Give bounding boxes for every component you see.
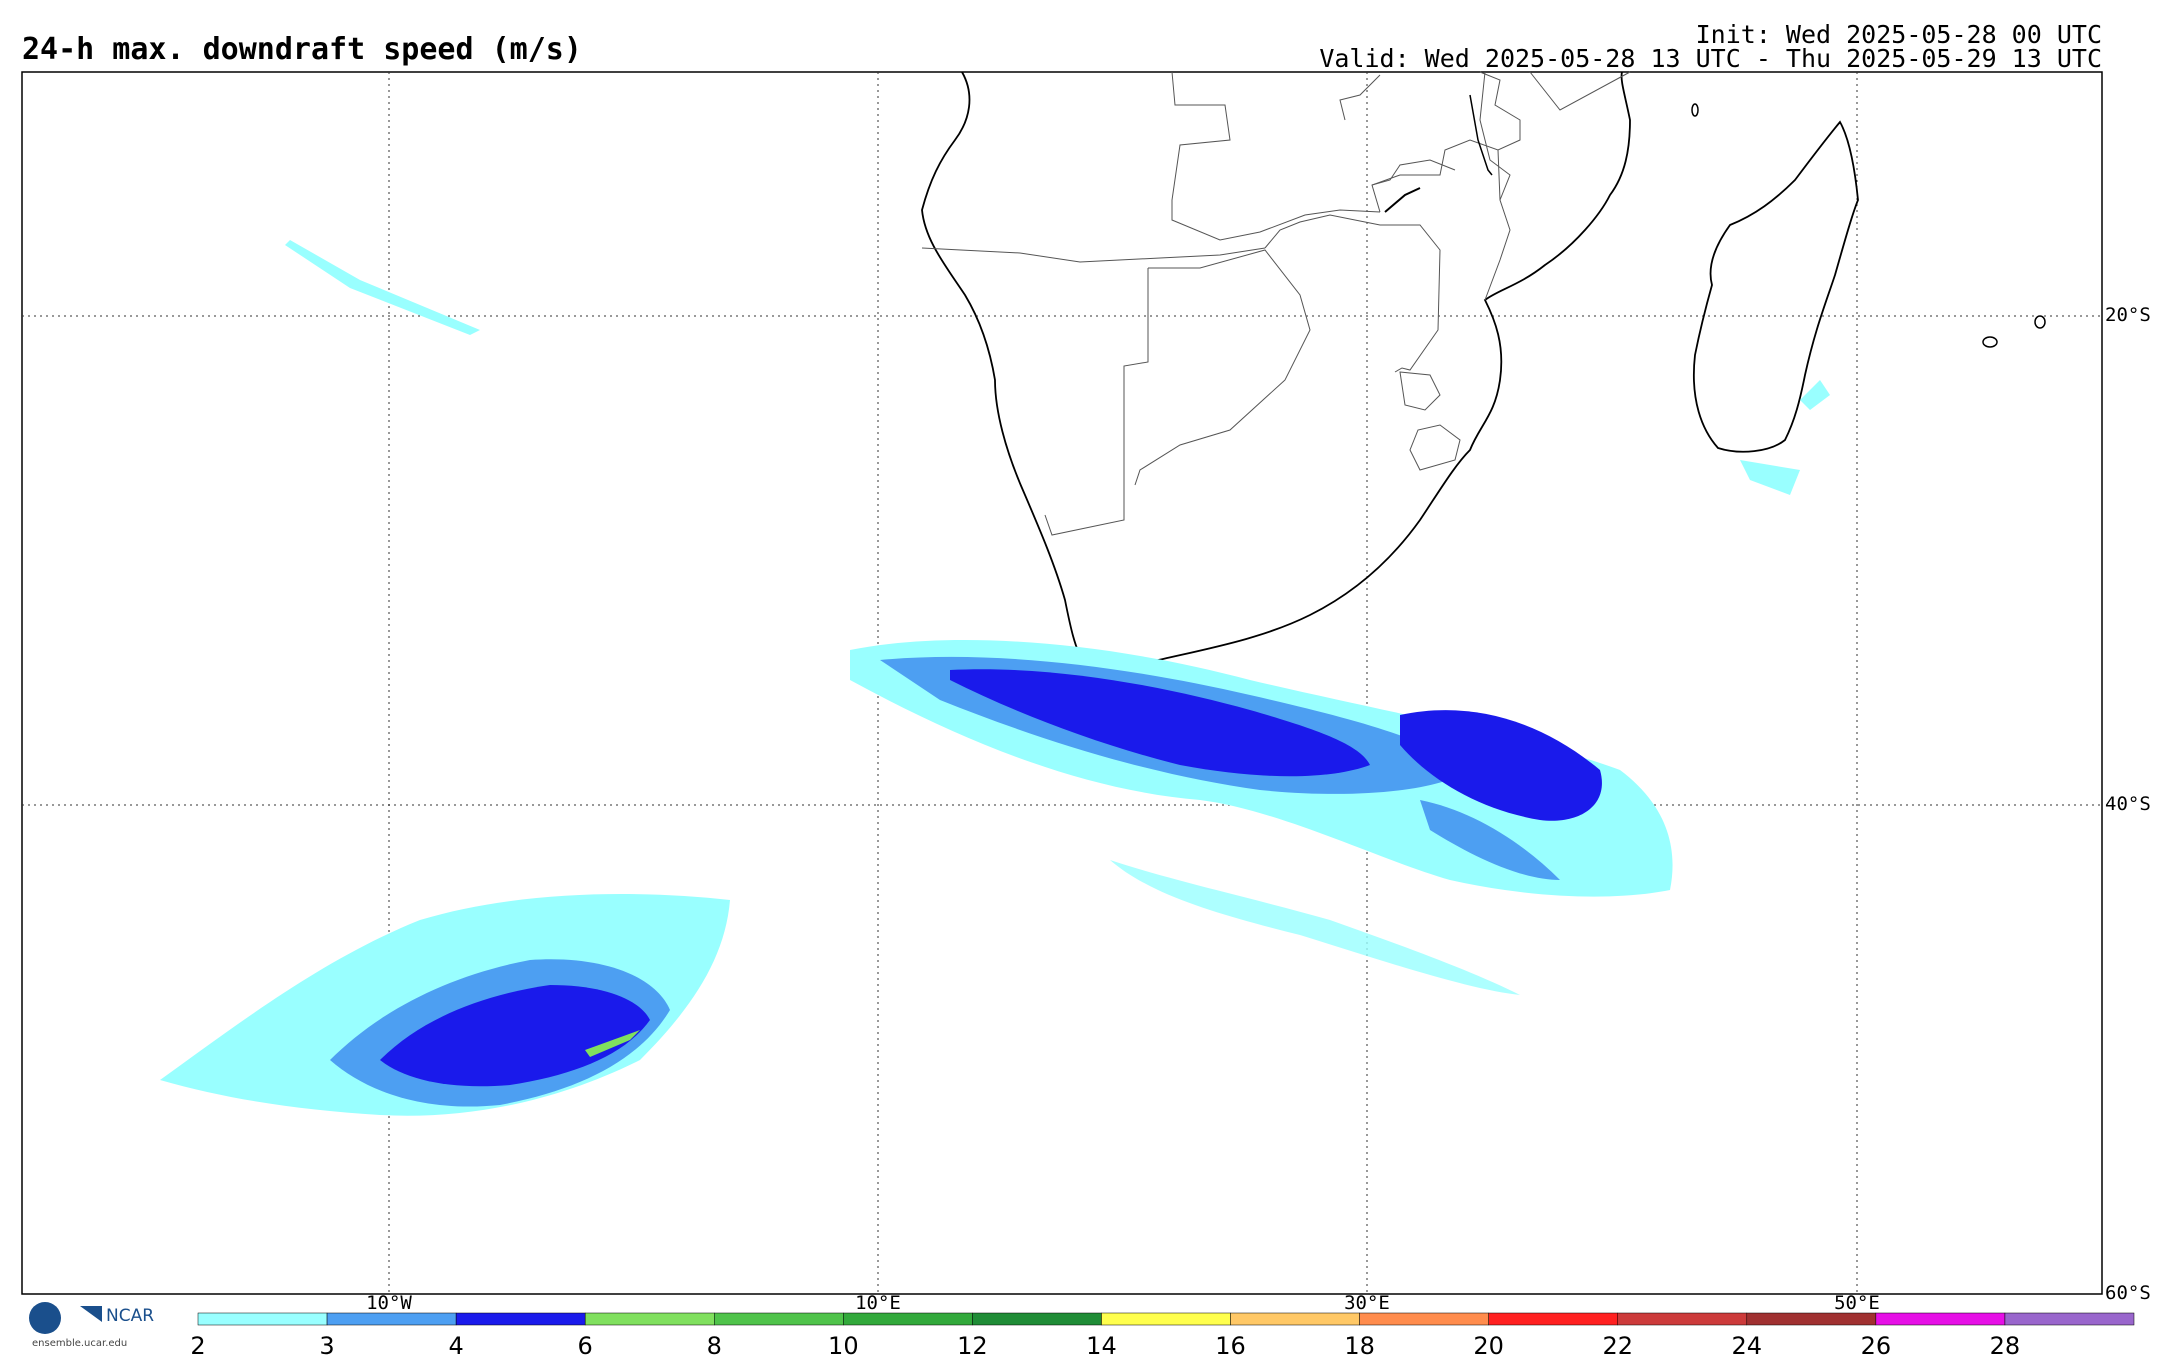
colorbar-swatch: [1101, 1312, 1231, 1326]
africa-coastline: [921, 71, 1631, 670]
init-time: Init: Wed 2025-05-28 00 UTC: [1695, 20, 2102, 49]
colorbar-swatch: [1875, 1312, 2006, 1326]
colorbar-tick-label: 8: [706, 1332, 722, 1360]
colorbar-tick-label: 26: [1860, 1332, 1892, 1360]
colorbar-tick-label: 28: [1989, 1332, 2021, 1360]
lon-label: 30°E: [1344, 1292, 1390, 1314]
downdraft-field-atlantic: [160, 894, 730, 1116]
colorbar-swatch: [326, 1312, 457, 1326]
lon-label: 10°E: [855, 1292, 901, 1314]
colorbar-swatch: [843, 1312, 973, 1326]
colorbar-tick-label: 4: [448, 1332, 464, 1360]
colorbar-swatch: [584, 1312, 715, 1326]
colorbar-tick-label: 12: [957, 1332, 988, 1360]
colorbar-tick-label: 10: [828, 1332, 859, 1360]
colorbar-tick-label: 3: [319, 1332, 335, 1360]
ncar-logo-text: NCAR: [106, 1306, 155, 1326]
ncar-logo-icon: [80, 1306, 102, 1322]
colorbar-swatch: [197, 1312, 328, 1326]
lat-label: 20°S: [2105, 304, 2151, 326]
valid-time: Valid: Wed 2025-05-28 13 UTC - Thu 2025-…: [1319, 44, 2102, 73]
colorbar-tick-label: 14: [1086, 1332, 1117, 1360]
colorbar-swatch: [455, 1312, 586, 1326]
lake-kariba: [1384, 187, 1421, 213]
colorbar-swatch: [714, 1312, 844, 1326]
mauritius-outline: [1982, 336, 1998, 348]
colorbar-swatch: [1617, 1312, 1748, 1326]
colorbar-tick-label: 6: [577, 1332, 593, 1360]
chart-title: 24-h max. downdraft speed (m/s): [22, 32, 582, 67]
colorbar-swatch: [1230, 1312, 1360, 1326]
footer-url: ensemble.ucar.edu: [32, 1338, 128, 1349]
colorbar-swatch: [1359, 1312, 1489, 1326]
lat-label: 40°S: [2105, 793, 2151, 815]
graticule: [22, 72, 2102, 1294]
colorbar-tick-label: 22: [1602, 1332, 1633, 1360]
nsf-logo: [29, 1302, 61, 1334]
colorbar-tick-label: 16: [1215, 1332, 1246, 1360]
colorbar-tick-label: 2: [190, 1332, 206, 1360]
colorbar-tick-label: 24: [1731, 1332, 1763, 1360]
lake-malawi: [1469, 94, 1493, 176]
colorbar-tick-label: 20: [1473, 1332, 1504, 1360]
madagascar-coastline: [1692, 120, 1859, 453]
lat-label: 60°S: [2105, 1282, 2151, 1304]
lon-label: 50°E: [1834, 1292, 1880, 1314]
comoros-outline: [1691, 103, 1699, 117]
colorbar-swatch: [2004, 1312, 2135, 1326]
downdraft-field-cape: [850, 640, 1673, 995]
country-borders: [921, 71, 1631, 536]
colorbar-swatch: [972, 1312, 1102, 1326]
colorbar-swatch: [1488, 1312, 1618, 1326]
colorbar-swatch: [1746, 1312, 1877, 1326]
reunion-outline: [2034, 315, 2046, 329]
downdraft-streaks: [285, 240, 1830, 495]
colorbar-tick-label: 18: [1344, 1332, 1375, 1360]
colorbar: [197, 1312, 2135, 1326]
lon-label: 10°W: [366, 1292, 412, 1314]
